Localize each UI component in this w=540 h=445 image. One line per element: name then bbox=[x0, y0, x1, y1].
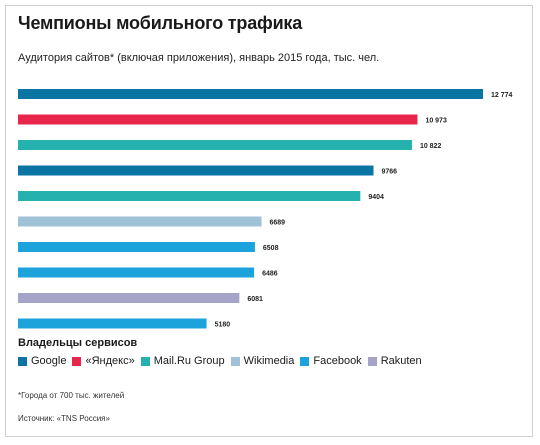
legend-title: Владельцы сервисов bbox=[18, 337, 138, 349]
bar-value-label-2: 10 973 bbox=[425, 118, 447, 125]
bar-6 bbox=[18, 216, 262, 227]
bar-7 bbox=[18, 242, 255, 252]
chart-subtitle: Аудитория сайтов* (включая приложения), … bbox=[18, 52, 380, 64]
legend-item: Wikimedia bbox=[230, 355, 295, 367]
legend-swatch bbox=[18, 356, 27, 366]
bar-10 bbox=[18, 318, 207, 329]
bar-value-label-4: 9766 bbox=[382, 169, 398, 176]
footnote: *Города от 700 тыс. жителей bbox=[18, 391, 125, 400]
bar-4 bbox=[18, 165, 374, 176]
bar-value-label-10: 5180 bbox=[215, 322, 231, 329]
legend-swatch bbox=[300, 356, 310, 366]
legend-swatch bbox=[367, 356, 377, 366]
bar-value-label-1: 12 774 bbox=[491, 92, 513, 99]
legend-label: Mail.Ru Group bbox=[153, 355, 225, 367]
legend-label: Rakuten bbox=[380, 355, 422, 367]
bar-value-label-7: 6508 bbox=[263, 245, 279, 252]
legend: Google «Яндекс» Mail.Ru Group Wikimedia Face… bbox=[18, 355, 422, 367]
legend-item: Facebook bbox=[300, 355, 362, 367]
legend-item: Mail.Ru Group bbox=[140, 355, 225, 367]
legend-item: «Яндекс» bbox=[72, 355, 135, 367]
legend-label: «Яндекс» bbox=[85, 355, 135, 367]
bar-value-label-5: 9404 bbox=[368, 194, 384, 201]
bar-8 bbox=[18, 267, 255, 278]
bar-9 bbox=[18, 293, 240, 303]
bar-2 bbox=[18, 114, 418, 125]
legend-label: Wikimedia bbox=[243, 355, 295, 367]
source-note: Источник: «TNS Россия» bbox=[18, 414, 110, 423]
bar-value-label-8: 6486 bbox=[262, 271, 278, 278]
legend-swatch bbox=[72, 356, 82, 366]
chart-title: Чемпионы мобильного трафика bbox=[18, 13, 303, 33]
legend-swatch bbox=[140, 356, 150, 366]
bar-value-label-3: 10 822 bbox=[420, 143, 442, 150]
bar-1 bbox=[18, 89, 483, 99]
bar-value-label-9: 6081 bbox=[247, 296, 263, 303]
legend-swatch bbox=[230, 356, 240, 366]
bar-3 bbox=[18, 140, 412, 150]
chart-frame bbox=[5, 5, 533, 437]
legend-item: Google bbox=[18, 355, 66, 367]
legend-item: Rakuten bbox=[367, 355, 422, 367]
bar-5 bbox=[18, 191, 361, 201]
legend-label: Google bbox=[31, 355, 67, 367]
bar-value-label-6: 6689 bbox=[269, 220, 285, 227]
legend-label: Facebook bbox=[313, 355, 362, 367]
